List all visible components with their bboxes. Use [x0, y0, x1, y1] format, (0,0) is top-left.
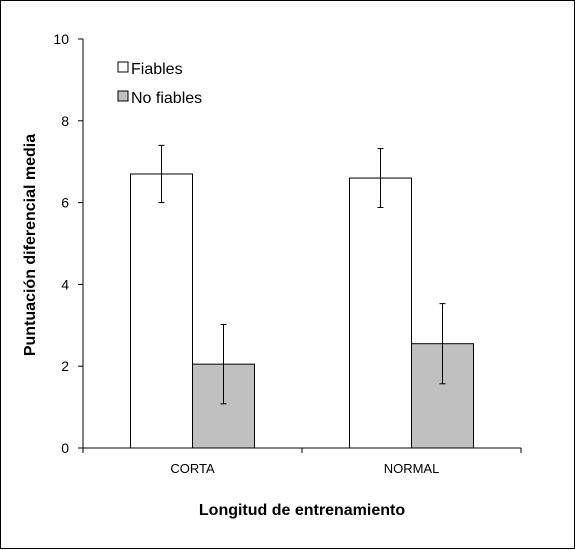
- y-axis-title: Puntuación diferencial media: [22, 134, 39, 356]
- x-tick-label: CORTA: [170, 461, 215, 476]
- bars-group: [130, 173, 474, 449]
- legend-label-fiables: Fiables: [131, 61, 183, 78]
- bar-fiables-normal: [349, 177, 412, 449]
- error-bars-group: [158, 144, 446, 405]
- legend-swatch-no-fiables: [117, 90, 129, 102]
- y-tick-label: 0: [61, 440, 69, 456]
- tick-labels-group: 0 2 4 6 8 10 CORTA NORMAL: [53, 31, 439, 476]
- legend-swatch-fiables: [117, 61, 129, 73]
- bar-fiables-corta: [130, 173, 193, 449]
- x-tick-label: NORMAL: [384, 461, 440, 476]
- y-tick-label: 8: [61, 113, 69, 129]
- y-tick-label: 2: [61, 358, 69, 374]
- x-axis-title: Longitud de entrenamiento: [199, 502, 405, 519]
- legend: Fiables No fiables: [117, 61, 202, 107]
- y-tick-label: 4: [61, 276, 69, 292]
- y-tick-label: 10: [53, 31, 69, 47]
- legend-label-no-fiables: No fiables: [131, 90, 202, 107]
- y-tick-label: 6: [61, 195, 69, 211]
